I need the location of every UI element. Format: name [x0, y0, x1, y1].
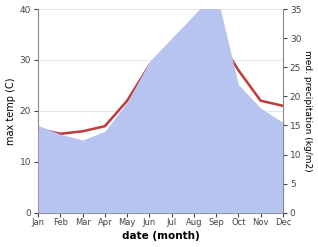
X-axis label: date (month): date (month): [122, 231, 199, 242]
Y-axis label: max temp (C): max temp (C): [5, 77, 16, 145]
Y-axis label: med. precipitation (kg/m2): med. precipitation (kg/m2): [303, 50, 313, 172]
